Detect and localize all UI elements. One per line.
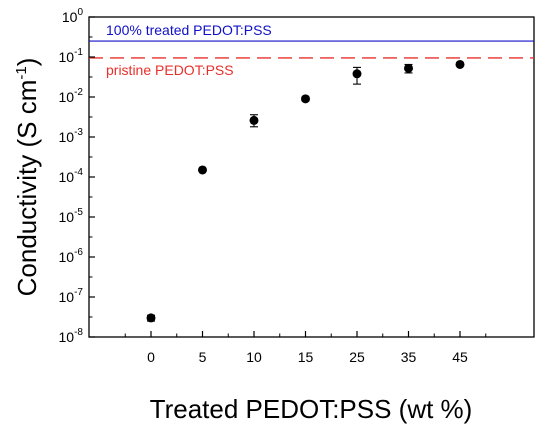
x-axis-title: Treated PEDOT:PSS (wt %) <box>150 394 473 424</box>
data-point <box>146 313 156 323</box>
x-tick-label: 15 <box>298 349 314 365</box>
y-tick-label: 10-4 <box>59 167 84 185</box>
y-tick-label: 10-5 <box>59 207 84 225</box>
data-point <box>404 63 413 73</box>
data-point <box>249 115 259 125</box>
y-tick-label: 10-7 <box>59 287 84 305</box>
data-point <box>352 69 362 79</box>
y-tick-label: 10-1 <box>59 47 84 65</box>
x-tick-label: 35 <box>401 349 417 365</box>
y-tick-label: 10-3 <box>59 127 84 145</box>
reference-line-label: 100% treated PEDOT:PSS <box>106 22 272 38</box>
y-tick-label: 100 <box>62 7 84 25</box>
x-tick-label: 25 <box>349 349 365 365</box>
y-tick-label: 10-6 <box>59 247 84 265</box>
data-point <box>455 59 465 69</box>
x-axis-ticks: 0 5 10 15 25 35 45 <box>124 331 487 365</box>
x-tick-label: 5 <box>199 349 207 365</box>
x-tick-label: 45 <box>452 349 468 365</box>
x-tick-label: 10 <box>246 349 262 365</box>
y-axis-title: Conductivity (S cm-1) <box>12 58 42 297</box>
data-points <box>146 59 465 323</box>
y-tick-label: 10-8 <box>59 327 84 345</box>
x-tick-label: 0 <box>147 349 155 365</box>
data-point <box>198 165 207 175</box>
y-axis-ticks: 100 10-1 10-2 10-3 10-4 10-5 10-6 10-7 10-8 <box>59 7 95 345</box>
reference-line-label: pristine PEDOT:PSS <box>106 62 234 78</box>
y-tick-label: 10-2 <box>59 87 84 105</box>
reference-lines: 100% treated PEDOT:PSS pristine PEDOT:PSS <box>89 22 534 78</box>
data-point <box>301 94 310 104</box>
